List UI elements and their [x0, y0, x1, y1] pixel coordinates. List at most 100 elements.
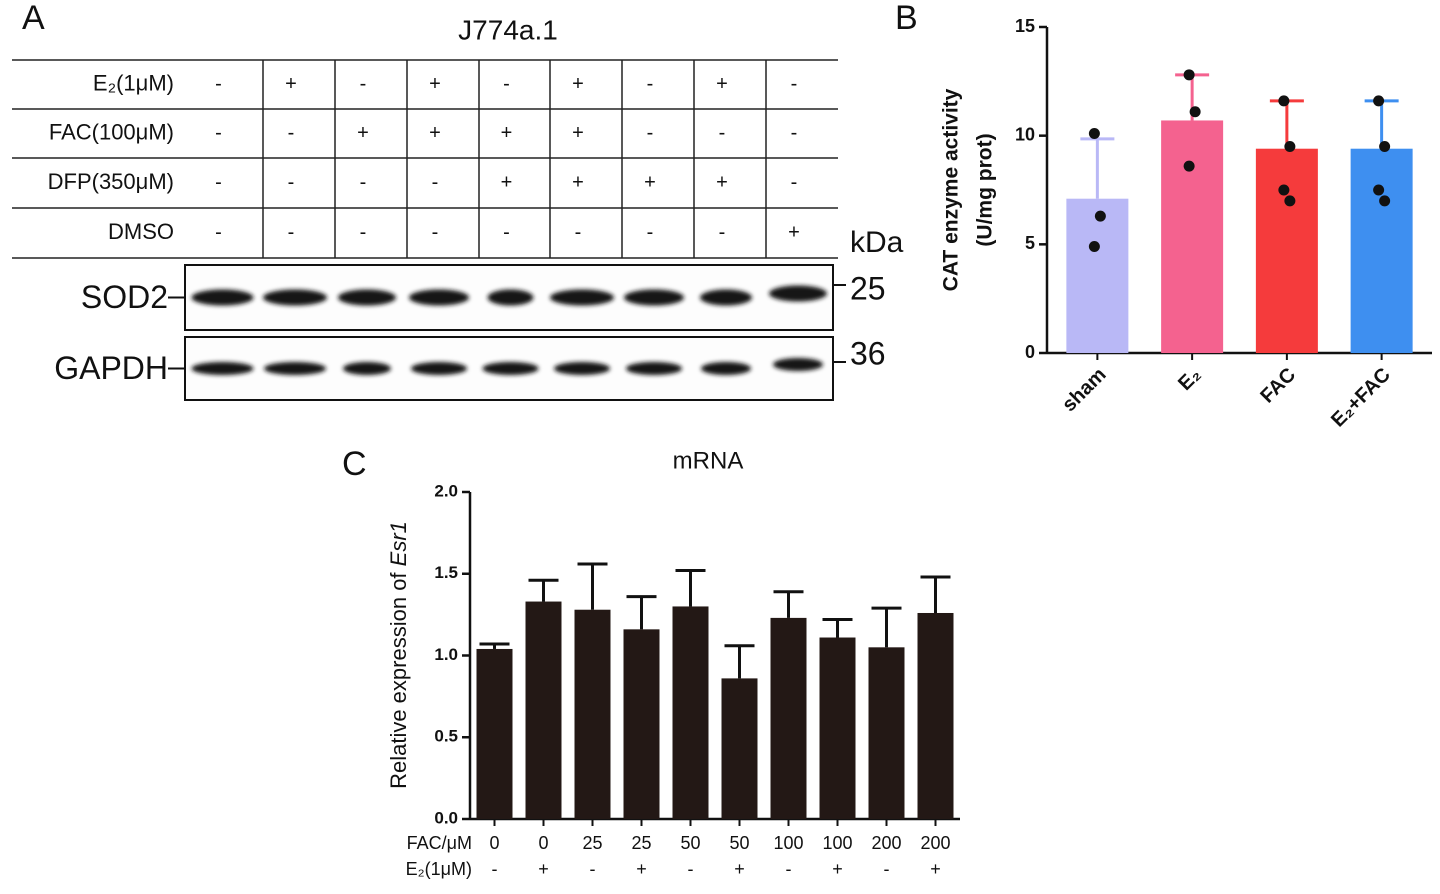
blot-band	[701, 362, 751, 375]
e2-label: -	[688, 859, 694, 879]
bar	[868, 647, 905, 819]
blot-band	[554, 362, 610, 375]
data-point	[1284, 195, 1296, 207]
x-tick-label: 50	[729, 833, 749, 853]
x-tick-label: 200	[920, 833, 950, 853]
data-point	[1373, 95, 1385, 107]
blot-band	[769, 285, 827, 302]
panel-label: A	[22, 0, 45, 37]
bar	[623, 629, 660, 819]
bar	[476, 648, 513, 819]
blot-band	[487, 289, 534, 306]
treatment-cell: -	[791, 122, 798, 144]
y-tick-label: 5	[1025, 233, 1035, 253]
treatment-cell: +	[788, 221, 800, 243]
blot-band	[338, 289, 396, 306]
treatment-cell: -	[288, 171, 295, 193]
treatment-cell: +	[572, 122, 584, 144]
blot-band	[550, 289, 614, 306]
x-tick-label: 100	[822, 833, 852, 853]
blot-title: J774a.1	[458, 14, 558, 45]
x-tick-label: 100	[773, 833, 803, 853]
band-name: GAPDH	[54, 350, 168, 386]
bar	[672, 606, 709, 819]
treatment-cell: +	[716, 73, 728, 95]
e2-label: +	[734, 859, 745, 879]
treatment-label: E₂(1μM)	[93, 70, 174, 95]
row-label: FAC/μM	[407, 833, 472, 853]
treatment-label: FAC(100μM)	[49, 119, 174, 144]
treatment-cell: -	[215, 171, 222, 193]
treatment-cell: -	[432, 171, 439, 193]
panel-label: C	[342, 445, 367, 483]
treatment-cell: +	[285, 73, 297, 95]
data-point	[1379, 195, 1391, 207]
bar	[525, 601, 562, 819]
treatment-cell: +	[429, 122, 441, 144]
data-point	[1373, 184, 1385, 196]
data-point	[1278, 95, 1290, 107]
x-tick-label: 200	[871, 833, 901, 853]
treatment-cell: -	[215, 221, 222, 243]
bar	[1066, 198, 1129, 353]
y-axis-label: Relative expression of Esr1	[386, 521, 411, 789]
data-point	[1088, 127, 1100, 139]
blot-band	[482, 362, 539, 375]
e2-label: +	[930, 859, 941, 879]
y-tick-label: 1.0	[434, 645, 458, 664]
row-label: E₂(1μM)	[406, 859, 472, 879]
panel-label: B	[895, 0, 918, 37]
treatment-label: DFP(350μM)	[48, 169, 174, 194]
e2-label: -	[786, 859, 792, 879]
blot-band	[626, 362, 682, 375]
e2-label: +	[538, 859, 549, 879]
x-tick-label: 0	[538, 833, 548, 853]
bar	[574, 609, 611, 819]
blot-band	[411, 362, 467, 375]
treatment-cell: -	[215, 122, 222, 144]
x-tick-label: 25	[582, 833, 602, 853]
y-tick-label: 10	[1015, 124, 1035, 144]
treatment-cell: +	[572, 73, 584, 95]
x-tick-label: 50	[680, 833, 700, 853]
treatment-cell: -	[791, 171, 798, 193]
bar	[770, 617, 807, 819]
y-axis-label: CAT enzyme activity	[940, 88, 963, 291]
band-kda: 25	[850, 270, 886, 306]
bar	[819, 637, 856, 819]
x-tick-label: 0	[489, 833, 499, 853]
treatment-cell: -	[647, 73, 654, 95]
blot-band	[409, 289, 469, 306]
bar	[1350, 148, 1413, 353]
treatment-cell: -	[288, 122, 295, 144]
data-point	[1284, 141, 1296, 153]
chart-title: mRNA	[673, 447, 744, 474]
e2-label: +	[832, 859, 843, 879]
treatment-cell: -	[360, 73, 367, 95]
treatment-label: DMSO	[108, 219, 174, 244]
y-tick-label: 0.5	[434, 727, 458, 746]
data-point	[1183, 160, 1195, 172]
treatment-cell: +	[572, 171, 584, 193]
blot-band	[191, 289, 254, 306]
data-point	[1379, 141, 1391, 153]
e2-label: -	[884, 859, 890, 879]
treatment-cell: -	[791, 73, 798, 95]
y-tick-label: 0	[1025, 342, 1035, 362]
treatment-cell: -	[647, 122, 654, 144]
y-tick-label: 15	[1015, 16, 1035, 36]
treatment-cell: -	[288, 221, 295, 243]
band-kda: 36	[850, 335, 886, 371]
data-point	[1088, 241, 1100, 253]
blot-band	[624, 289, 684, 306]
blot-band	[264, 362, 326, 375]
data-point	[1094, 210, 1106, 222]
bar	[1161, 120, 1224, 353]
treatment-cell: -	[360, 221, 367, 243]
y-tick-label: 0.0	[434, 808, 458, 827]
x-tick-label: 25	[631, 833, 651, 853]
kda-unit: kDa	[850, 226, 904, 259]
e2-label: -	[590, 859, 596, 879]
y-tick-label: 1.5	[434, 563, 458, 582]
y-axis-label-italic: Esr1	[386, 521, 411, 566]
